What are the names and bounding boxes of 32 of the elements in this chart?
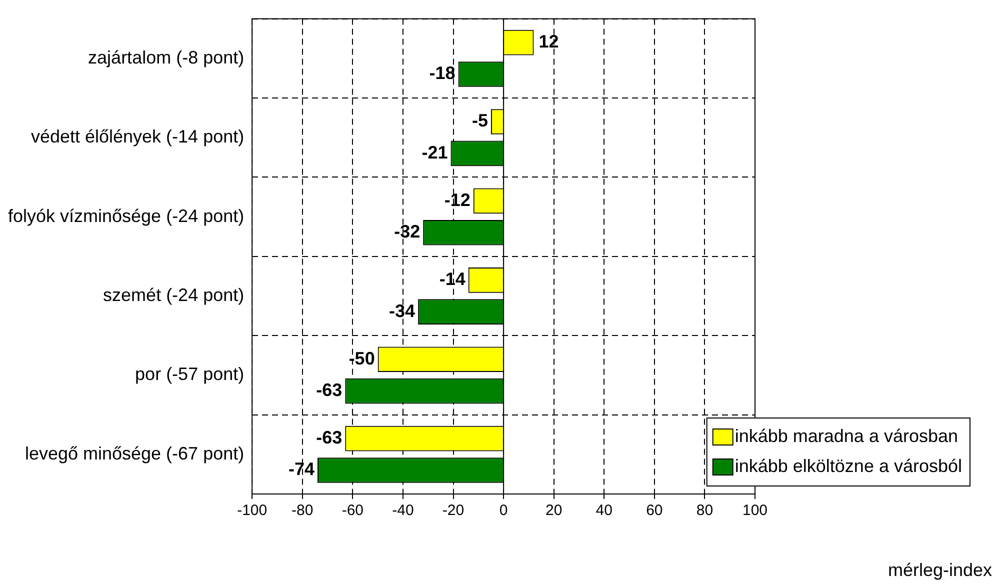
- x-tick-label: -40: [392, 502, 414, 520]
- x-tick-label: 20: [546, 502, 562, 520]
- legend-label: inkább elköltözne a városból: [734, 456, 962, 476]
- y-tick-label: levegő minősége (-67 pont): [24, 443, 244, 464]
- data-label: -5: [472, 110, 488, 131]
- x-tick-label: 60: [646, 502, 663, 520]
- data-label: -12: [444, 190, 470, 210]
- x-tick-label: 0: [499, 502, 508, 520]
- data-label: -74: [288, 459, 314, 480]
- data-label: 12: [538, 32, 559, 52]
- y-tick-label: folyók vízminősége (-24 pont): [8, 206, 244, 226]
- data-label: -63: [316, 428, 342, 448]
- x-tick-label: 80: [696, 502, 714, 520]
- data-label: -34: [389, 300, 416, 321]
- y-tick-label: por (-57 pont): [135, 364, 244, 384]
- y-tick-label: szemét (-24 pont): [103, 284, 244, 305]
- data-label: -63: [316, 380, 342, 400]
- data-label: -50: [348, 348, 375, 368]
- x-tick-label: -60: [342, 502, 364, 520]
- x-tick-label: 40: [596, 502, 612, 520]
- y-tick-label: védett élőlények (-14 pont): [30, 126, 244, 147]
- y-tick-label: zajártalom (-8 pont): [88, 47, 244, 68]
- legend-label: inkább maradna a városban: [734, 426, 958, 446]
- x-tick-label: -100: [237, 502, 268, 520]
- x-tick-label: -80: [292, 502, 314, 520]
- x-tick-label: -20: [442, 502, 464, 520]
- text: mérleg-index: [888, 560, 992, 580]
- data-label: -21: [422, 142, 448, 162]
- data-label: -18: [429, 63, 456, 84]
- x-tick-label: 100: [742, 502, 768, 520]
- data-label: -32: [394, 222, 420, 242]
- data-label: -14: [439, 269, 466, 290]
